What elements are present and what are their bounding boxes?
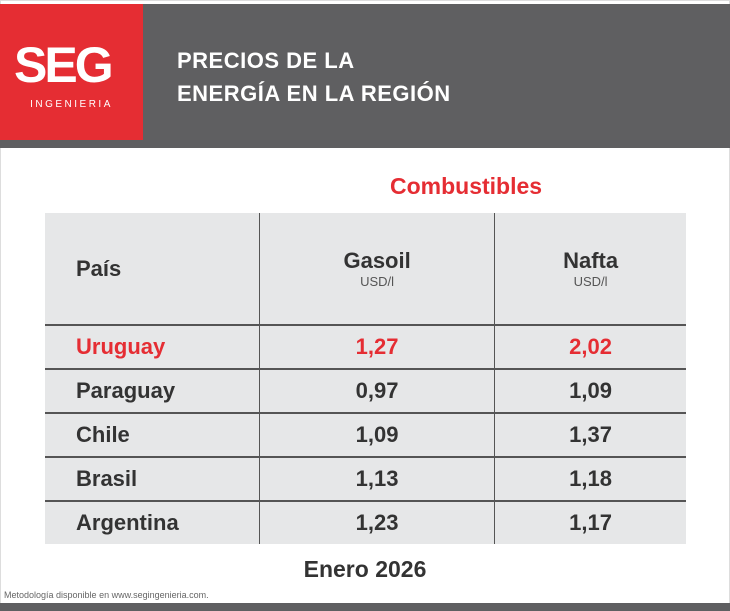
cell-country: Paraguay bbox=[45, 368, 260, 413]
cell-country: Chile bbox=[45, 412, 260, 457]
cell-country: Argentina bbox=[45, 500, 260, 544]
cell-gasoil: 1,13 bbox=[258, 456, 495, 501]
cell-nafta: 2,02 bbox=[494, 324, 686, 369]
cell-nafta: 1,09 bbox=[494, 368, 686, 413]
bottom-bar bbox=[0, 603, 730, 611]
header-nafta: Nafta USD/l bbox=[494, 213, 686, 325]
header-country: País bbox=[76, 255, 122, 281]
date-label: Enero 2026 bbox=[303, 556, 427, 582]
table-row: Chile 1,09 1,37 bbox=[45, 412, 686, 457]
cell-gasoil: 1,27 bbox=[258, 324, 495, 369]
table-row: Uruguay 1,27 2,02 bbox=[45, 324, 686, 369]
page-title: PRECIOS DE LA ENERGÍA EN LA REGIÓN bbox=[177, 44, 451, 110]
table-row: Argentina 1,23 1,17 bbox=[45, 500, 686, 544]
title-line: PRECIOS DE LA bbox=[177, 48, 355, 73]
prices-table: País Gasoil USD/l Nafta USD/l Uruguay 1,27 2… bbox=[45, 213, 686, 544]
logo-subtext: INGENIERIA bbox=[30, 99, 113, 110]
cell-country: Brasil bbox=[45, 456, 260, 501]
section-title: Combustibles bbox=[390, 173, 543, 199]
cell-nafta: 1,17 bbox=[494, 500, 686, 544]
logo-text: SEG bbox=[14, 37, 114, 93]
cell-gasoil: 0,97 bbox=[258, 368, 495, 413]
header-gasoil: Gasoil USD/l bbox=[258, 213, 495, 325]
cell-country: Uruguay bbox=[45, 324, 260, 369]
cell-gasoil: 1,23 bbox=[258, 500, 495, 544]
cell-gasoil: 1,09 bbox=[258, 412, 495, 457]
cell-nafta: 1,37 bbox=[494, 412, 686, 457]
title-line: ENERGÍA EN LA REGIÓN bbox=[177, 81, 451, 106]
table-row: Brasil 1,13 1,18 bbox=[45, 456, 686, 501]
seg-logo: SEG INGENIERIA bbox=[0, 4, 143, 140]
table-row: Paraguay 0,97 1,09 bbox=[45, 368, 686, 413]
footer-note: Metodología disponible en www.segingenie… bbox=[4, 590, 209, 600]
cell-nafta: 1,18 bbox=[494, 456, 686, 501]
